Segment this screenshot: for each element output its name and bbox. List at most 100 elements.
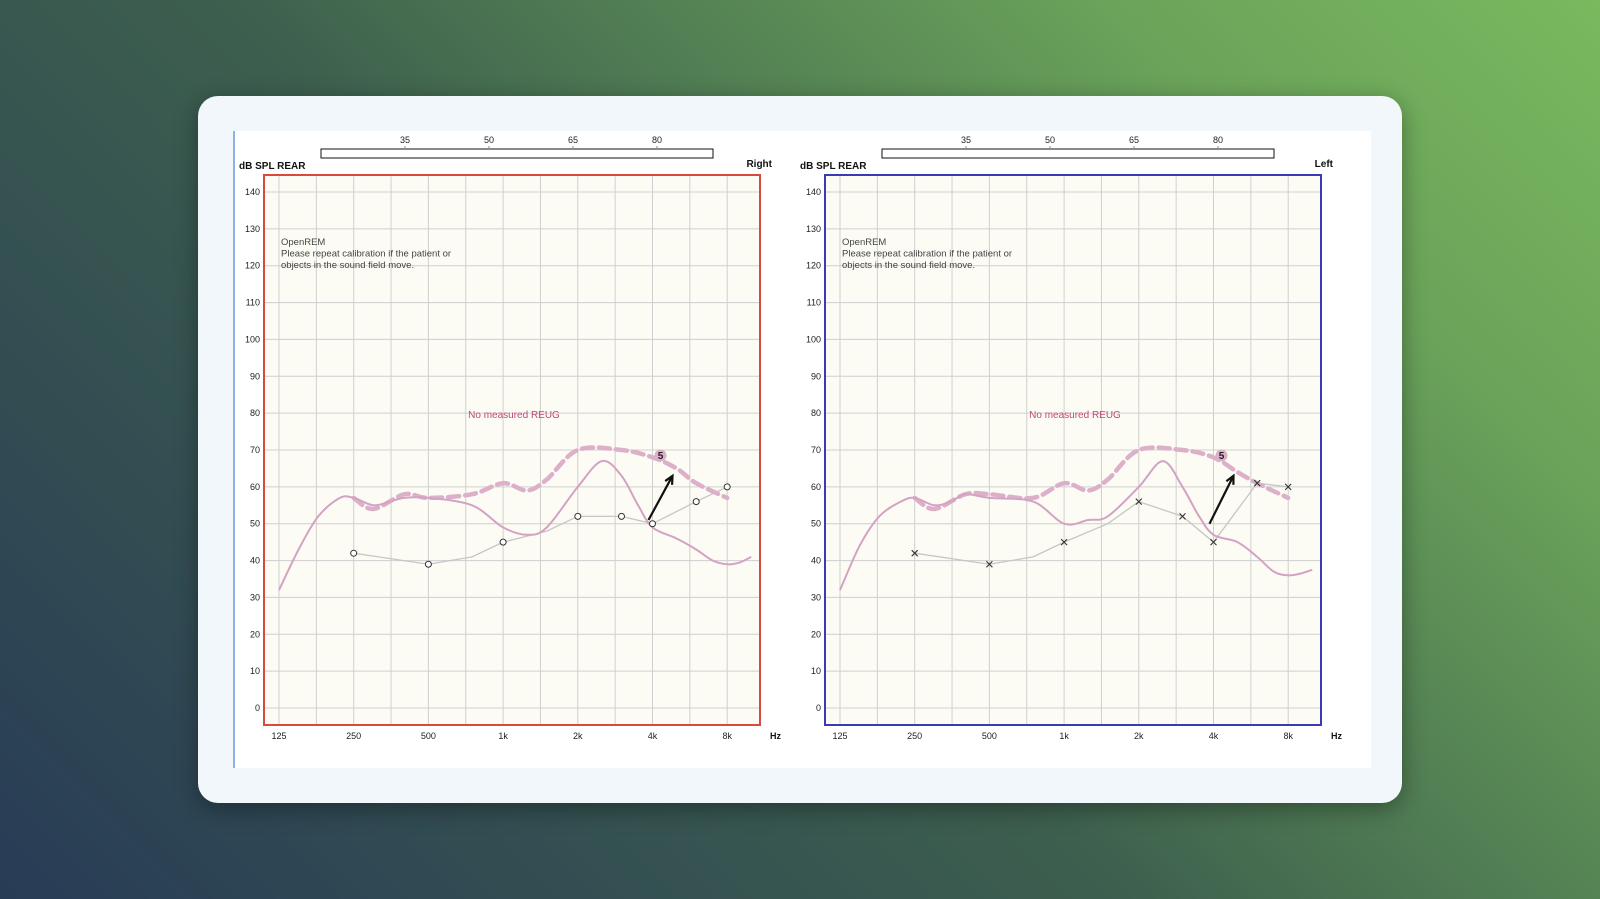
y-tick-label: 60 [250, 482, 260, 492]
y-tick-label: 130 [806, 224, 821, 234]
level-scale-label: 65 [568, 135, 578, 145]
x-tick-label: 500 [982, 731, 997, 741]
y-tick-label: 30 [811, 592, 821, 602]
y-tick-label: 70 [250, 445, 260, 455]
threshold-marker [723, 483, 731, 491]
threshold-marker [1060, 538, 1068, 546]
y-tick-label: 140 [806, 187, 821, 197]
y-tick-label: 20 [250, 629, 260, 639]
side-label: Right [746, 159, 772, 170]
y-tick-label: 60 [811, 482, 821, 492]
x-axis-label: Hz [770, 731, 781, 741]
x-tick-label: 125 [271, 731, 286, 741]
chart-area: 0 10 20 30 40 50 60 70 80 90 100 110 120 130 140 125 250… [233, 131, 1371, 768]
x-tick-label: 4k [648, 731, 658, 741]
response-curve [839, 460, 1313, 591]
y-tick-label: 80 [811, 408, 821, 418]
response-curve [278, 459, 752, 591]
y-axis-label: dB SPL REAR [800, 161, 867, 172]
threshold-line [914, 482, 1289, 565]
plot-frame [824, 174, 1322, 726]
x-tick-label: 125 [832, 731, 847, 741]
level-scale-bar [881, 148, 1275, 159]
chart-panel-left: 0 10 20 30 40 50 60 70 80 90 100 110 120 130 140 125 250… [800, 135, 1342, 741]
y-tick-label: 110 [246, 298, 260, 308]
level-scale-label: 35 [400, 135, 410, 145]
level-scale-label: 35 [961, 135, 971, 145]
y-tick-label: 120 [806, 261, 821, 271]
level-scale-bar [320, 148, 714, 159]
y-tick-label: 140 [245, 187, 260, 197]
y-axis-label: dB SPL REAR [239, 161, 306, 172]
y-tick-label: 0 [255, 703, 260, 713]
calibration-note-line: objects in the sound field move. [281, 260, 414, 271]
threshold-marker [692, 498, 700, 506]
y-tick-label: 10 [811, 666, 821, 676]
threshold-marker [1253, 479, 1261, 487]
badge-label: 5 [658, 451, 664, 462]
no-reug-note: No measured REUG [468, 410, 560, 421]
y-tick-label: 20 [811, 629, 821, 639]
calibration-note-line: OpenREM [281, 237, 325, 248]
threshold-marker [499, 538, 507, 546]
x-tick-label: 2k [1134, 731, 1144, 741]
x-tick-label: 250 [907, 731, 922, 741]
y-tick-label: 110 [807, 298, 821, 308]
threshold-marker [617, 512, 625, 520]
threshold-marker [1210, 538, 1217, 546]
y-tick-label: 70 [811, 445, 821, 455]
calibration-note-line: OpenREM [842, 237, 886, 248]
x-tick-label: 8k [1283, 731, 1293, 741]
arrow-head [664, 473, 674, 485]
arrow-shaft [1208, 475, 1235, 525]
x-tick-label: 500 [421, 731, 436, 741]
level-scale-label: 65 [1129, 135, 1139, 145]
threshold-line [353, 486, 728, 565]
y-tick-label: 40 [811, 556, 821, 566]
y-tick-label: 90 [250, 371, 260, 381]
level-scale-label: 80 [1213, 135, 1223, 145]
threshold-marker [986, 560, 993, 568]
y-tick-label: 10 [250, 666, 260, 676]
y-tick-label: 100 [245, 334, 260, 344]
y-tick-label: 120 [245, 261, 260, 271]
target-level-badge: 5 [654, 449, 667, 462]
threshold-marker [911, 549, 919, 557]
threshold-marker [1179, 512, 1186, 520]
y-tick-label: 80 [250, 408, 260, 418]
level-scale-label: 80 [652, 135, 662, 145]
threshold-marker [574, 512, 582, 520]
y-tick-label: 90 [811, 371, 821, 381]
threshold-marker [1284, 483, 1292, 491]
threshold-marker [424, 560, 432, 568]
chart-panel-right: 0 10 20 30 40 50 60 70 80 90 100 110 120 130 140 125 250… [239, 135, 781, 741]
plot-frame [263, 174, 761, 726]
arrow-shaft [647, 475, 674, 521]
badge-label: 5 [1219, 451, 1225, 462]
threshold-marker [1135, 498, 1143, 505]
x-tick-label: 1k [1059, 731, 1069, 741]
y-tick-label: 130 [245, 224, 260, 234]
y-tick-label: 50 [811, 519, 821, 529]
x-tick-label: 8k [722, 731, 732, 741]
x-tick-label: 1k [498, 731, 508, 741]
x-tick-label: 2k [573, 731, 583, 741]
badge-circle [654, 449, 667, 462]
target-curve [351, 445, 730, 512]
calibration-note-line: Please repeat calibration if the patient… [842, 249, 1012, 260]
y-tick-label: 50 [250, 519, 260, 529]
arrow-head [1225, 473, 1235, 485]
threshold-marker [649, 520, 656, 528]
target-level-badge: 5 [1215, 449, 1228, 462]
y-tick-label: 100 [806, 334, 821, 344]
y-tick-label: 0 [816, 703, 821, 713]
no-reug-note: No measured REUG [1029, 410, 1121, 421]
x-tick-label: 250 [346, 731, 361, 741]
badge-circle [1215, 449, 1228, 462]
calibration-note-line: objects in the sound field move. [842, 260, 975, 271]
calibration-note-line: Please repeat calibration if the patient… [281, 249, 451, 260]
threshold-marker [350, 549, 358, 557]
x-tick-label: 4k [1209, 731, 1219, 741]
y-tick-label: 40 [250, 556, 260, 566]
